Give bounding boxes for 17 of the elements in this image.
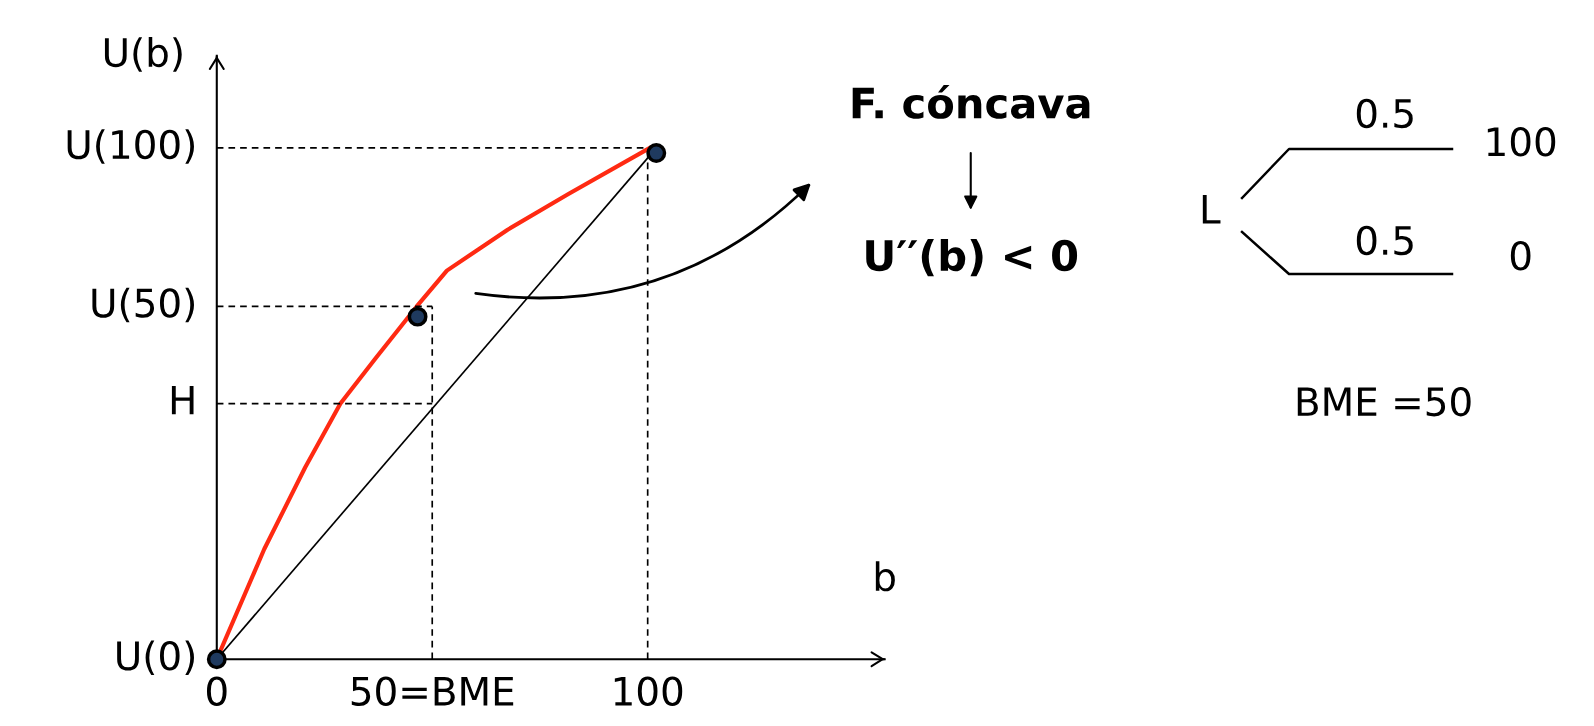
x-tick-label: 0 [206,676,227,706]
x-tick-label: 50=BME [351,676,514,706]
x-tick-label: 100 [614,676,683,706]
text: L [1202,195,1221,224]
text: 0.5 [1356,98,1413,129]
series-label: U(0) [117,640,194,676]
series-label: U(100) [67,129,194,164]
text: 0.5 [1356,225,1413,256]
text: BME =50 [1297,386,1471,417]
series-label: H [171,385,194,415]
series-label: U(50) [92,287,194,323]
text: 0 [1510,241,1531,271]
text: F. cóncava [852,84,1090,119]
y-axis-title: U(b) [104,37,182,72]
annotation: U′′(b) < 0 [866,239,1078,277]
text: 100 [1487,127,1556,157]
x-axis-title: b [875,561,895,592]
